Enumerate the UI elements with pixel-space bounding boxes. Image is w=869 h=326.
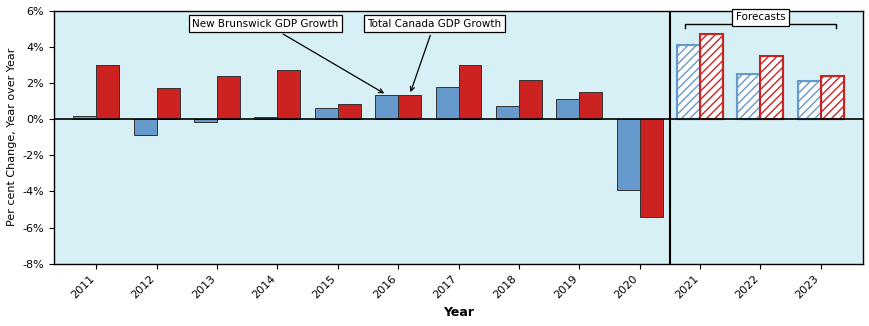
Bar: [819, 76, 843, 119]
Bar: [819, 76, 843, 119]
Bar: [639, 119, 662, 217]
Bar: [435, 87, 458, 119]
Text: Total Canada GDP Growth: Total Canada GDP Growth: [367, 19, 501, 91]
Text: Forecasts: Forecasts: [735, 12, 785, 22]
Bar: [760, 56, 782, 119]
Y-axis label: Per cent Change, Year over Year: Per cent Change, Year over Year: [7, 48, 17, 227]
Bar: [700, 35, 722, 119]
Bar: [134, 119, 156, 136]
Bar: [797, 82, 819, 119]
Bar: [676, 45, 700, 119]
Bar: [760, 56, 782, 119]
Bar: [579, 92, 601, 119]
Bar: [254, 117, 277, 119]
X-axis label: Year: Year: [442, 306, 474, 319]
Bar: [73, 116, 96, 119]
Bar: [737, 74, 760, 119]
Bar: [458, 65, 481, 119]
Bar: [797, 82, 819, 119]
Bar: [555, 99, 579, 119]
Bar: [518, 81, 541, 119]
Bar: [737, 74, 760, 119]
Bar: [216, 76, 240, 119]
Bar: [700, 35, 722, 119]
Bar: [315, 109, 337, 119]
Bar: [398, 95, 421, 119]
Bar: [277, 70, 300, 119]
Bar: [616, 119, 639, 190]
Bar: [156, 88, 179, 119]
Text: New Brunswick GDP Growth: New Brunswick GDP Growth: [192, 19, 382, 93]
Bar: [495, 106, 518, 119]
Bar: [676, 45, 700, 119]
Bar: [194, 119, 216, 122]
Bar: [337, 104, 361, 119]
Bar: [375, 95, 398, 119]
Bar: [96, 65, 119, 119]
